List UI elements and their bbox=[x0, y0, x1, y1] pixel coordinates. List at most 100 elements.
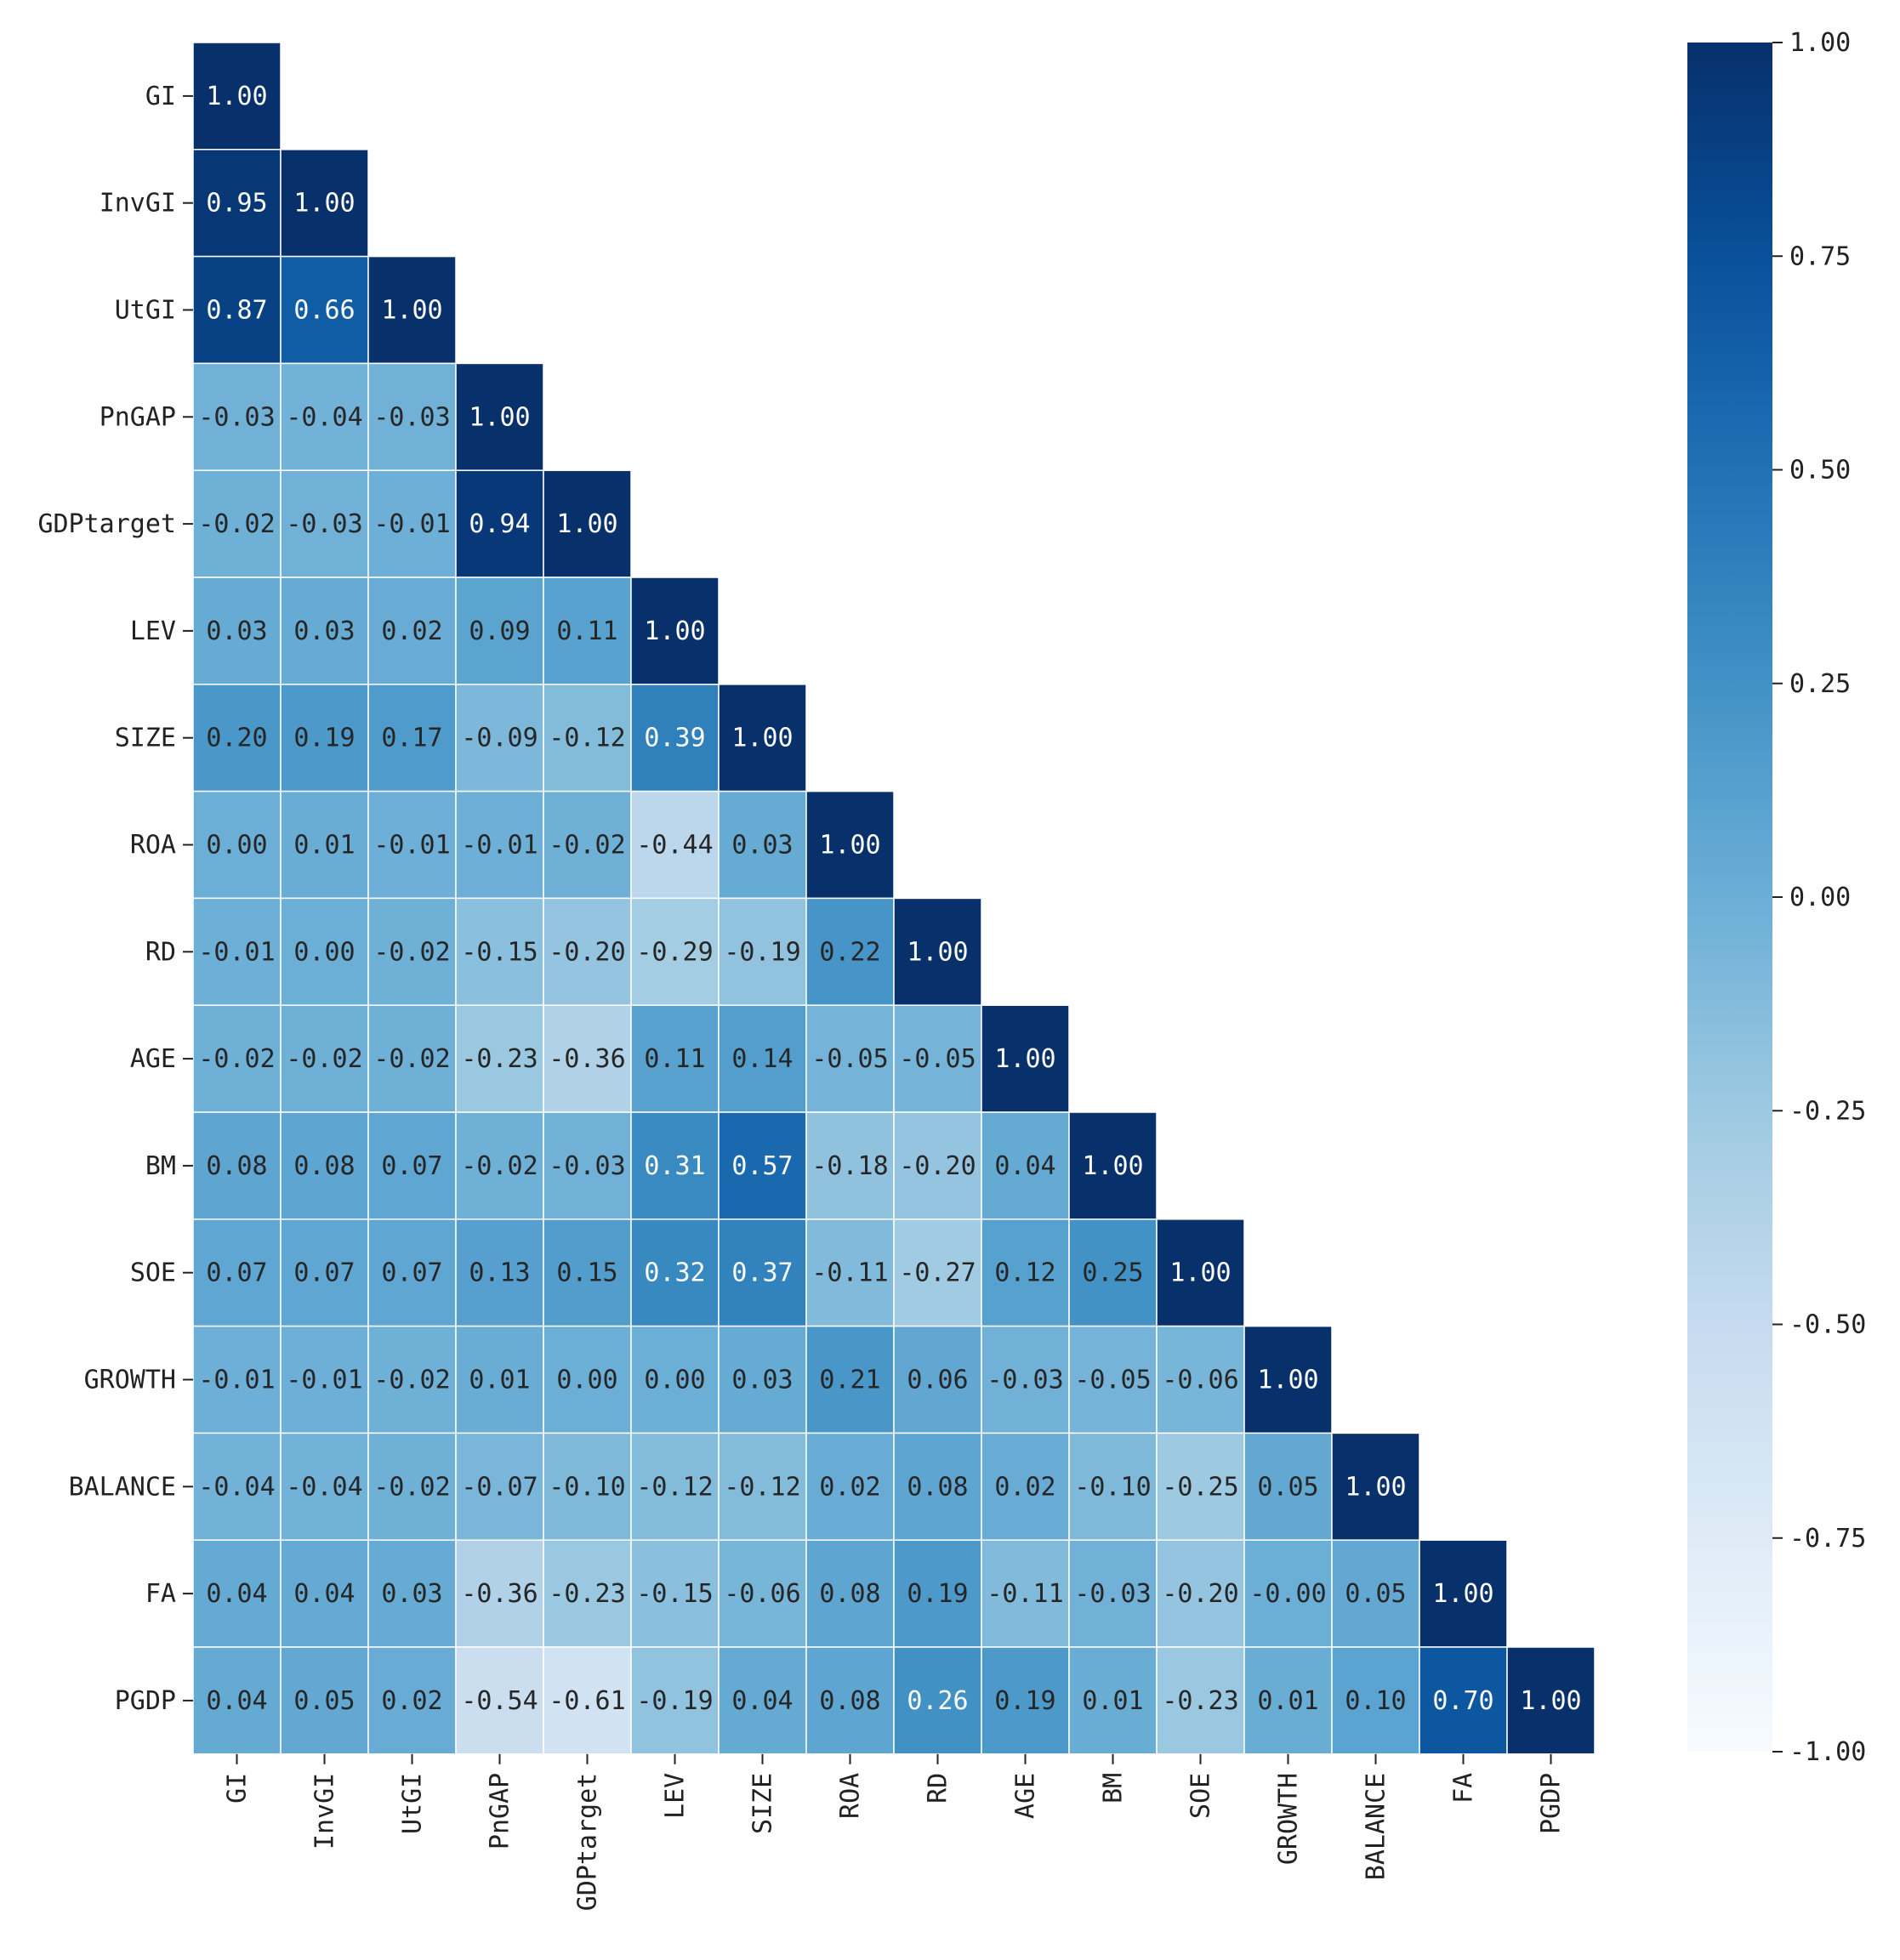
heatmap-cell bbox=[630, 1539, 720, 1648]
colorbar-tick-label: 1.00 bbox=[1789, 28, 1851, 58]
cell-value-label: -0.36 bbox=[461, 1579, 538, 1609]
cell-value-label: -0.27 bbox=[899, 1258, 976, 1288]
cell-value-label: 0.31 bbox=[644, 1151, 705, 1181]
cell-value-label: 0.20 bbox=[206, 724, 267, 753]
heatmap-cell bbox=[367, 1646, 457, 1755]
y-axis: GI InvGI UtGI PnGAP GDPtarget LEV SIZE ROA RD AGE… bbox=[37, 82, 193, 1716]
heatmap-cell bbox=[367, 897, 457, 1006]
heatmap-cell bbox=[455, 1219, 544, 1327]
heatmap-cell bbox=[367, 1539, 457, 1648]
cell-value-label: 0.08 bbox=[819, 1686, 880, 1716]
cell-value-label: 0.06 bbox=[907, 1366, 968, 1395]
cell-value-label: 0.05 bbox=[1345, 1579, 1406, 1609]
heatmap-cell bbox=[192, 42, 282, 151]
cell-value-label: -0.01 bbox=[198, 1366, 275, 1395]
cell-value-label: 1.00 bbox=[1520, 1686, 1581, 1716]
cell-value-label: 0.07 bbox=[206, 1258, 267, 1288]
cell-value-label: -0.03 bbox=[286, 509, 362, 539]
heatmap-cell bbox=[718, 897, 807, 1006]
cell-value-label: 0.57 bbox=[731, 1151, 793, 1181]
heatmap-cell bbox=[1156, 1219, 1245, 1327]
cell-value-label: 1.00 bbox=[731, 724, 793, 753]
cell-value-label: -0.61 bbox=[549, 1686, 625, 1716]
heatmap-cell bbox=[1243, 1539, 1333, 1648]
cell-value-label: 0.39 bbox=[644, 724, 705, 753]
cell-value-label: 0.19 bbox=[994, 1686, 1055, 1716]
heatmap-cell bbox=[1419, 1539, 1508, 1648]
heatmap-cell bbox=[630, 1432, 720, 1541]
cell-value-label: 0.02 bbox=[381, 616, 442, 646]
heatmap-cell bbox=[893, 1219, 982, 1327]
cell-value-label: -0.09 bbox=[461, 724, 538, 753]
cell-value-label: 0.08 bbox=[206, 1151, 267, 1181]
cell-value-label: 0.37 bbox=[731, 1258, 793, 1288]
cell-value-label: 0.21 bbox=[819, 1366, 880, 1395]
cell-value-label: 0.01 bbox=[1082, 1686, 1143, 1716]
heatmap-cell-labels: 1.00 0.95 1.00 0.87 0.66 1.00 -0.03 -0.04 -0.03 1… bbox=[198, 82, 1581, 1716]
heatmap-cell bbox=[280, 1219, 369, 1327]
y-tick-label: BALANCE bbox=[69, 1472, 176, 1502]
cell-value-label: 0.66 bbox=[293, 296, 355, 326]
heatmap-cell bbox=[192, 897, 282, 1006]
heatmap-cell bbox=[805, 790, 895, 900]
heatmap-cell bbox=[718, 1539, 807, 1648]
x-tick-label: AGE bbox=[1011, 1773, 1041, 1819]
heatmap-cell bbox=[543, 469, 632, 578]
heatmap-cell bbox=[893, 897, 982, 1006]
heatmap-cell bbox=[280, 684, 369, 793]
cell-value-label: 0.15 bbox=[556, 1258, 617, 1288]
heatmap-cell bbox=[893, 1111, 982, 1220]
colorbar-tick-label: -1.00 bbox=[1789, 1737, 1866, 1767]
cell-value-label: 0.01 bbox=[469, 1366, 530, 1395]
cell-value-label: -0.02 bbox=[373, 1472, 450, 1502]
y-tick-label: InvGI bbox=[100, 189, 176, 219]
cell-value-label: -0.12 bbox=[636, 1472, 713, 1502]
heatmap-cell bbox=[455, 897, 544, 1006]
cell-value-label: 0.02 bbox=[381, 1686, 442, 1716]
cell-value-label: -0.23 bbox=[549, 1579, 625, 1609]
cell-value-label: -0.01 bbox=[373, 509, 450, 539]
cell-value-label: -0.10 bbox=[1074, 1472, 1151, 1502]
heatmap-cell bbox=[280, 1646, 369, 1755]
colorbar-gradient bbox=[1687, 43, 1772, 1752]
cell-value-label: -0.01 bbox=[198, 937, 275, 967]
y-tick-label: SIZE bbox=[115, 724, 176, 753]
heatmap-cell bbox=[981, 1004, 1070, 1113]
y-tick-label: SOE bbox=[130, 1258, 176, 1288]
heatmap-cell bbox=[1243, 1432, 1333, 1541]
cell-value-label: 0.17 bbox=[381, 724, 442, 753]
heatmap-cell bbox=[630, 1325, 720, 1434]
cell-value-label: -0.03 bbox=[373, 402, 450, 432]
heatmap-cell bbox=[1506, 1646, 1596, 1755]
heatmap-cell bbox=[893, 1432, 982, 1541]
y-tick-label: AGE bbox=[130, 1044, 176, 1074]
heatmap-cell bbox=[280, 1539, 369, 1648]
heatmap-cell bbox=[805, 1219, 895, 1327]
cell-value-label: 0.08 bbox=[293, 1151, 355, 1181]
cell-value-label: -0.18 bbox=[811, 1151, 888, 1181]
cell-value-label: 0.02 bbox=[819, 1472, 880, 1502]
cell-value-label: 0.94 bbox=[469, 509, 530, 539]
heatmap-cell bbox=[630, 1646, 720, 1755]
heatmap-cell bbox=[367, 577, 457, 685]
cell-value-label: 0.05 bbox=[293, 1686, 355, 1716]
heatmap-cell bbox=[367, 1004, 457, 1113]
heatmap-cell bbox=[1331, 1539, 1420, 1648]
heatmap-cell bbox=[630, 577, 720, 685]
heatmap-cell bbox=[1331, 1646, 1420, 1755]
y-tick-label: GI bbox=[145, 82, 176, 111]
cell-value-label: 0.04 bbox=[206, 1579, 267, 1609]
cell-value-label: 0.25 bbox=[1082, 1258, 1143, 1288]
cell-value-label: 0.09 bbox=[469, 616, 530, 646]
colorbar: 1.00 0.75 0.50 0.25 0.00 -0.25 -0.50 -0.75 -1.00 bbox=[1687, 28, 1866, 1767]
heatmap-cell bbox=[1068, 1219, 1158, 1327]
cell-value-label: 0.02 bbox=[994, 1472, 1055, 1502]
cell-value-label: 1.00 bbox=[1257, 1366, 1318, 1395]
heatmap-cell bbox=[543, 1539, 632, 1648]
heatmap-cell bbox=[805, 1646, 895, 1755]
heatmap-cell bbox=[455, 362, 544, 471]
cell-value-label: 0.11 bbox=[644, 1044, 705, 1074]
x-tick-label: ROA bbox=[836, 1773, 866, 1819]
cell-value-label: 0.14 bbox=[731, 1044, 793, 1074]
